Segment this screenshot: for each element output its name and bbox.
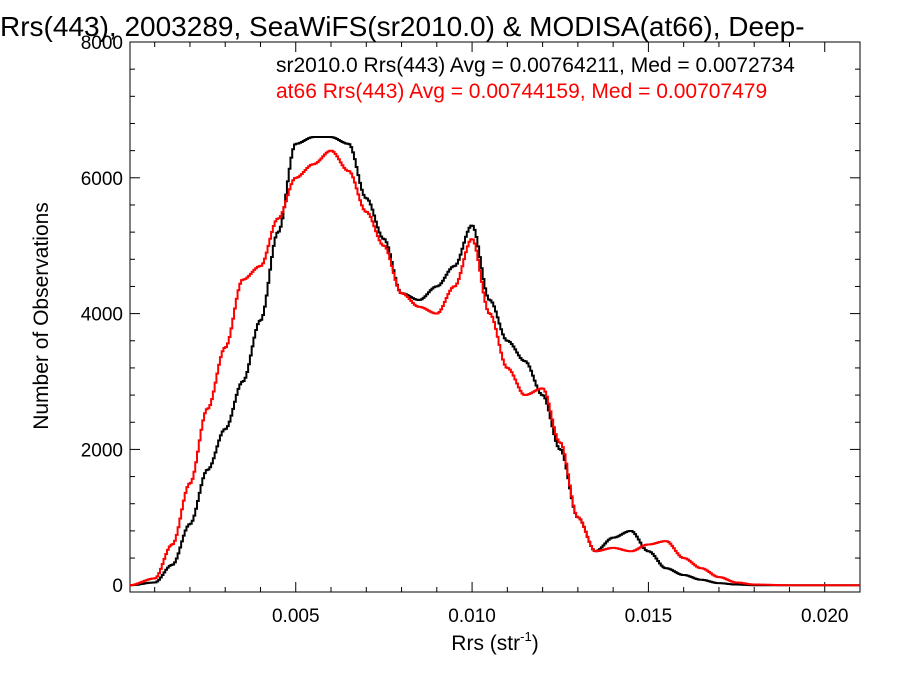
x-tick-label: 0.010 bbox=[448, 606, 496, 627]
y-tick-label: 8000 bbox=[81, 33, 123, 54]
y-tick-label: 2000 bbox=[81, 440, 123, 461]
series-line-0 bbox=[130, 136, 860, 587]
x-tick-label: 0.005 bbox=[272, 606, 320, 627]
plot-frame bbox=[129, 41, 861, 593]
x-tick-label: 0.015 bbox=[625, 606, 673, 627]
x-axis-label-text: Rrs (str bbox=[451, 632, 520, 655]
x-axis-label-close: ) bbox=[532, 632, 539, 655]
series-line-1 bbox=[130, 149, 860, 587]
x-tick-label: 0.020 bbox=[801, 606, 849, 627]
y-tick-label: 6000 bbox=[81, 169, 123, 190]
plot-area: 0.005 0.010 0.015 0.020 0 2000 4000 6000 8000 bbox=[81, 33, 861, 627]
chart-title: Rrs(443), 2003289, SeaWiFS(sr2010.0) & M… bbox=[0, 11, 805, 42]
legend-entry-at66: at66 Rrs(443) Avg = 0.00744159, Med = 0.… bbox=[276, 80, 767, 103]
legend-entry-sr2010: sr2010.0 Rrs(443) Avg = 0.00764211, Med … bbox=[276, 54, 795, 77]
y-tick-label: 0 bbox=[112, 576, 123, 597]
y-tick-label: 4000 bbox=[81, 305, 123, 326]
x-axis-label-superscript: -1 bbox=[520, 629, 532, 644]
y-axis-label: Number of Observations bbox=[30, 202, 53, 430]
x-axis-label: Rrs (str-1) bbox=[451, 629, 538, 655]
